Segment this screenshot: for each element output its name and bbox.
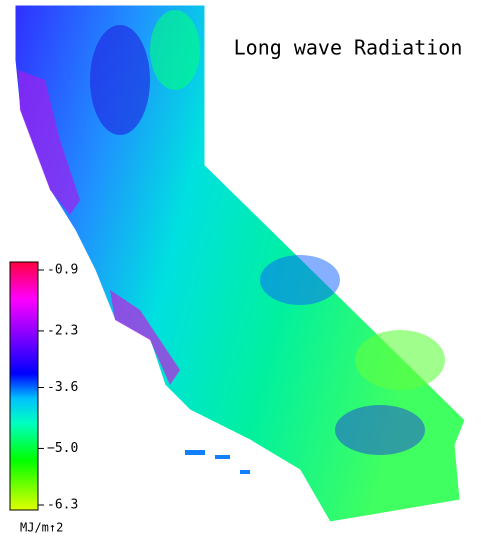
state-shape: [14, 4, 466, 523]
terrain: [355, 330, 445, 390]
tick-label: −5.0: [47, 441, 78, 456]
tick-label: -3.6: [47, 380, 78, 395]
terrain: [260, 255, 340, 305]
terrain: [90, 25, 150, 135]
tick-label: -0.9: [47, 263, 78, 278]
map-title: Long wave Radiation: [234, 36, 463, 60]
colorbar-unit: MJ/m↑2: [20, 521, 63, 535]
terrain: [150, 10, 200, 90]
coastal-band: [110, 290, 180, 385]
tick-label: -2.3: [47, 323, 78, 338]
coastal-band: [18, 70, 80, 215]
colorbar-ticks: -0.9 -2.3 -3.6 −5.0 -6.3: [38, 263, 78, 513]
california: [14, 4, 466, 523]
colorbar: [9, 261, 39, 511]
tick-label: -6.3: [47, 498, 78, 513]
islands: [185, 450, 250, 474]
terrain: [335, 405, 425, 455]
